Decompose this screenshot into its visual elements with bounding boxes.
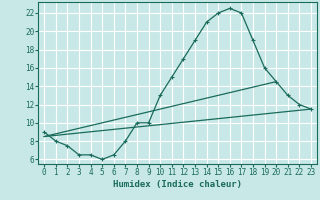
X-axis label: Humidex (Indice chaleur): Humidex (Indice chaleur) <box>113 180 242 189</box>
